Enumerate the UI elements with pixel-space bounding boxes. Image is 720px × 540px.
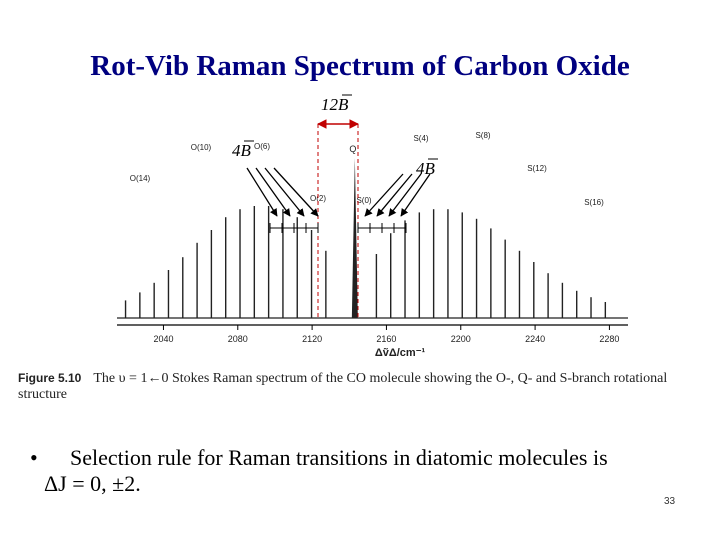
spacing-label-4b-right: 4B	[416, 159, 436, 178]
branch-line-label: O(2)	[310, 194, 326, 203]
spectrum-plot: 2040 2080 2120 2160 2200 2240 2280 ΔṽΔ/cm⁻¹ Q O(1…	[117, 131, 628, 359]
selection-rule: ΔJ = 0, ±2.	[44, 471, 141, 496]
pointer-arrows-left	[246, 167, 319, 217]
branch-line-label: O(6)	[254, 142, 270, 151]
pointer-arrows-right	[364, 173, 431, 217]
x-tick-label: 2280	[599, 334, 619, 344]
x-tick-label: 2080	[228, 334, 248, 344]
bullet-text: Selection rule for Raman transitions in …	[70, 445, 608, 470]
spacing-label-4b-left: 4B	[232, 141, 252, 160]
q-branch-label: Q	[349, 144, 356, 154]
caption-text: The υ = 1←0 Stokes Raman spectrum of the…	[18, 371, 668, 402]
branch-line-label: S(4)	[413, 134, 428, 143]
slide-number: 33	[664, 496, 676, 507]
x-axis-label: ΔṽΔ/cm⁻¹	[375, 347, 426, 359]
figure-caption: Figure 5.10 The υ = 1←0 Stokes Raman spec…	[18, 370, 708, 403]
spacing-brackets	[269, 223, 407, 233]
branch-line-label: S(12)	[527, 164, 547, 173]
q-branch-peak	[351, 158, 358, 318]
bar-over-b	[244, 94, 438, 160]
branch-line-label: S(0)	[356, 196, 371, 205]
x-tick-label: 2160	[376, 334, 396, 344]
branch-line-label: S(16)	[584, 198, 604, 207]
raman-spectrum-figure: 2040 2080 2120 2160 2200 2240 2280 ΔṽΔ/cm⁻¹ Q O(1…	[117, 94, 628, 359]
x-tick-label: 2200	[451, 334, 471, 344]
x-tick-label: 2120	[302, 334, 322, 344]
bullet-marker: •	[30, 445, 38, 470]
x-tick-label: 2240	[525, 334, 545, 344]
branch-line-label: O(14)	[130, 174, 151, 183]
figure-number: Figure 5.10	[18, 371, 82, 385]
x-tick-label: 2040	[153, 334, 173, 344]
bullet-item: • Selection rule for Raman transitions i…	[30, 445, 670, 497]
slide-title: Rot-Vib Raman Spectrum of Carbon Oxide	[90, 50, 630, 82]
spacing-label-12b: 12B	[321, 95, 349, 114]
branch-line-label: O(10)	[191, 143, 212, 152]
branch-line-label: S(8)	[475, 131, 490, 140]
